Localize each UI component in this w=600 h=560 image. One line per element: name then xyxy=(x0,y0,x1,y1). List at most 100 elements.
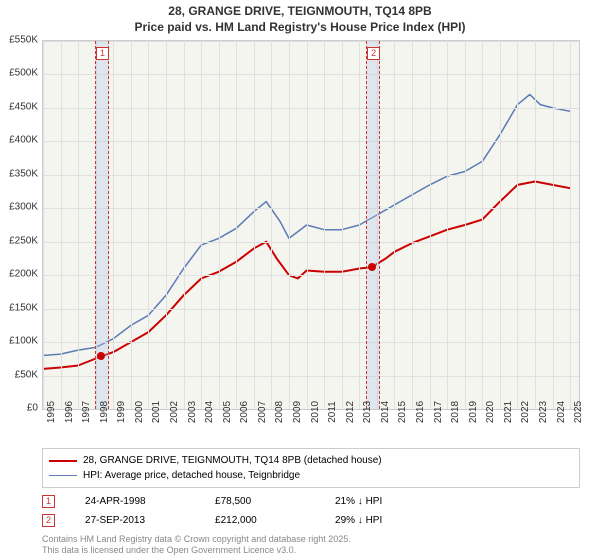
x-tick-label: 2018 xyxy=(450,401,461,423)
x-tick-label: 1996 xyxy=(64,401,75,423)
y-tick-label: £150K xyxy=(9,302,38,313)
chart-title: 28, GRANGE DRIVE, TEIGNMOUTH, TQ14 8PB P… xyxy=(0,0,600,35)
x-tick-label: 2010 xyxy=(310,401,321,423)
sale-idx: 2 xyxy=(42,514,55,527)
x-tick-label: 2000 xyxy=(134,401,145,423)
sale-marker-label: 2 xyxy=(367,47,380,60)
x-tick-label: 2014 xyxy=(380,401,391,423)
sale-row: 124-APR-1998£78,50021% ↓ HPI xyxy=(42,492,580,511)
x-tick-label: 2021 xyxy=(503,401,514,423)
gridline-v xyxy=(254,41,255,409)
gridline-h xyxy=(43,275,579,276)
gridline-v xyxy=(148,41,149,409)
gridline-h xyxy=(43,376,579,377)
x-tick-label: 2025 xyxy=(573,401,584,423)
sale-marker-label: 1 xyxy=(96,47,109,60)
x-tick-label: 2017 xyxy=(433,401,444,423)
sale-date: 24-APR-1998 xyxy=(85,496,185,507)
gridline-v xyxy=(412,41,413,409)
x-tick-label: 2011 xyxy=(327,401,338,423)
x-tick-label: 2001 xyxy=(151,401,162,423)
gridline-v xyxy=(359,41,360,409)
gridline-v xyxy=(447,41,448,409)
credits-line2: This data is licensed under the Open Gov… xyxy=(42,545,296,555)
gridline-h xyxy=(43,342,579,343)
gridline-v xyxy=(201,41,202,409)
x-tick-label: 2019 xyxy=(468,401,479,423)
sale-row: 227-SEP-2013£212,00029% ↓ HPI xyxy=(42,511,580,530)
title-line1: 28, GRANGE DRIVE, TEIGNMOUTH, TQ14 8PB xyxy=(168,4,431,18)
y-tick-label: £400K xyxy=(9,135,38,146)
x-tick-label: 2006 xyxy=(239,401,250,423)
sale-price: £78,500 xyxy=(215,496,305,507)
x-tick-label: 1995 xyxy=(46,401,57,423)
gridline-v xyxy=(43,41,44,409)
gridline-v xyxy=(535,41,536,409)
x-tick-label: 2004 xyxy=(204,401,215,423)
x-tick-label: 2012 xyxy=(345,401,356,423)
gridline-v xyxy=(61,41,62,409)
y-tick-label: £550K xyxy=(9,35,38,46)
gridline-v xyxy=(271,41,272,409)
gridline-v xyxy=(394,41,395,409)
legend-swatch-hpi xyxy=(49,475,77,476)
y-tick-label: £200K xyxy=(9,269,38,280)
sale-delta: 29% ↓ HPI xyxy=(335,515,382,526)
x-tick-label: 2007 xyxy=(257,401,268,423)
gridline-v xyxy=(570,41,571,409)
x-tick-label: 2005 xyxy=(222,401,233,423)
y-tick-label: £350K xyxy=(9,168,38,179)
x-tick-label: 1997 xyxy=(81,401,92,423)
gridline-v xyxy=(553,41,554,409)
x-tick-label: 2013 xyxy=(362,401,373,423)
gridline-v xyxy=(236,41,237,409)
gridline-v xyxy=(113,41,114,409)
gridline-v xyxy=(78,41,79,409)
chart-plot-area: 12 xyxy=(42,40,580,410)
gridline-h xyxy=(43,208,579,209)
sale-table: 124-APR-1998£78,50021% ↓ HPI227-SEP-2013… xyxy=(42,492,580,530)
gridline-v xyxy=(307,41,308,409)
gridline-v xyxy=(482,41,483,409)
legend-row-hpi: HPI: Average price, detached house, Teig… xyxy=(49,468,573,483)
gridline-v xyxy=(131,41,132,409)
sale-marker-band xyxy=(366,41,380,409)
x-axis: 1995199619971998199920002001200220032004… xyxy=(42,410,580,446)
gridline-v xyxy=(289,41,290,409)
sale-marker-dot xyxy=(97,352,105,360)
x-tick-label: 2015 xyxy=(397,401,408,423)
chart-svg xyxy=(43,41,579,409)
gridline-h xyxy=(43,141,579,142)
credits-line1: Contains HM Land Registry data © Crown c… xyxy=(42,534,351,544)
y-tick-label: £100K xyxy=(9,336,38,347)
x-tick-label: 1999 xyxy=(116,401,127,423)
sale-idx: 1 xyxy=(42,495,55,508)
x-tick-label: 2020 xyxy=(485,401,496,423)
title-line2: Price paid vs. HM Land Registry's House … xyxy=(135,20,466,34)
gridline-h xyxy=(43,74,579,75)
legend-label-property: 28, GRANGE DRIVE, TEIGNMOUTH, TQ14 8PB (… xyxy=(83,453,382,468)
x-tick-label: 2024 xyxy=(556,401,567,423)
gridline-h xyxy=(43,242,579,243)
x-tick-label: 2023 xyxy=(538,401,549,423)
legend-swatch-property xyxy=(49,460,77,462)
sale-date: 27-SEP-2013 xyxy=(85,515,185,526)
gridline-v xyxy=(219,41,220,409)
y-tick-label: £450K xyxy=(9,101,38,112)
y-axis: £0£50K£100K£150K£200K£250K£300K£350K£400… xyxy=(0,40,40,410)
x-tick-label: 2016 xyxy=(415,401,426,423)
x-tick-label: 2003 xyxy=(187,401,198,423)
gridline-v xyxy=(465,41,466,409)
legend-label-hpi: HPI: Average price, detached house, Teig… xyxy=(83,468,300,483)
y-tick-label: £50K xyxy=(15,369,38,380)
legend-row-property: 28, GRANGE DRIVE, TEIGNMOUTH, TQ14 8PB (… xyxy=(49,453,573,468)
y-tick-label: £250K xyxy=(9,235,38,246)
gridline-h xyxy=(43,175,579,176)
gridline-h xyxy=(43,309,579,310)
credits: Contains HM Land Registry data © Crown c… xyxy=(42,534,580,556)
legend: 28, GRANGE DRIVE, TEIGNMOUTH, TQ14 8PB (… xyxy=(42,448,580,488)
gridline-v xyxy=(342,41,343,409)
gridline-v xyxy=(184,41,185,409)
x-tick-label: 2002 xyxy=(169,401,180,423)
x-tick-label: 1998 xyxy=(99,401,110,423)
